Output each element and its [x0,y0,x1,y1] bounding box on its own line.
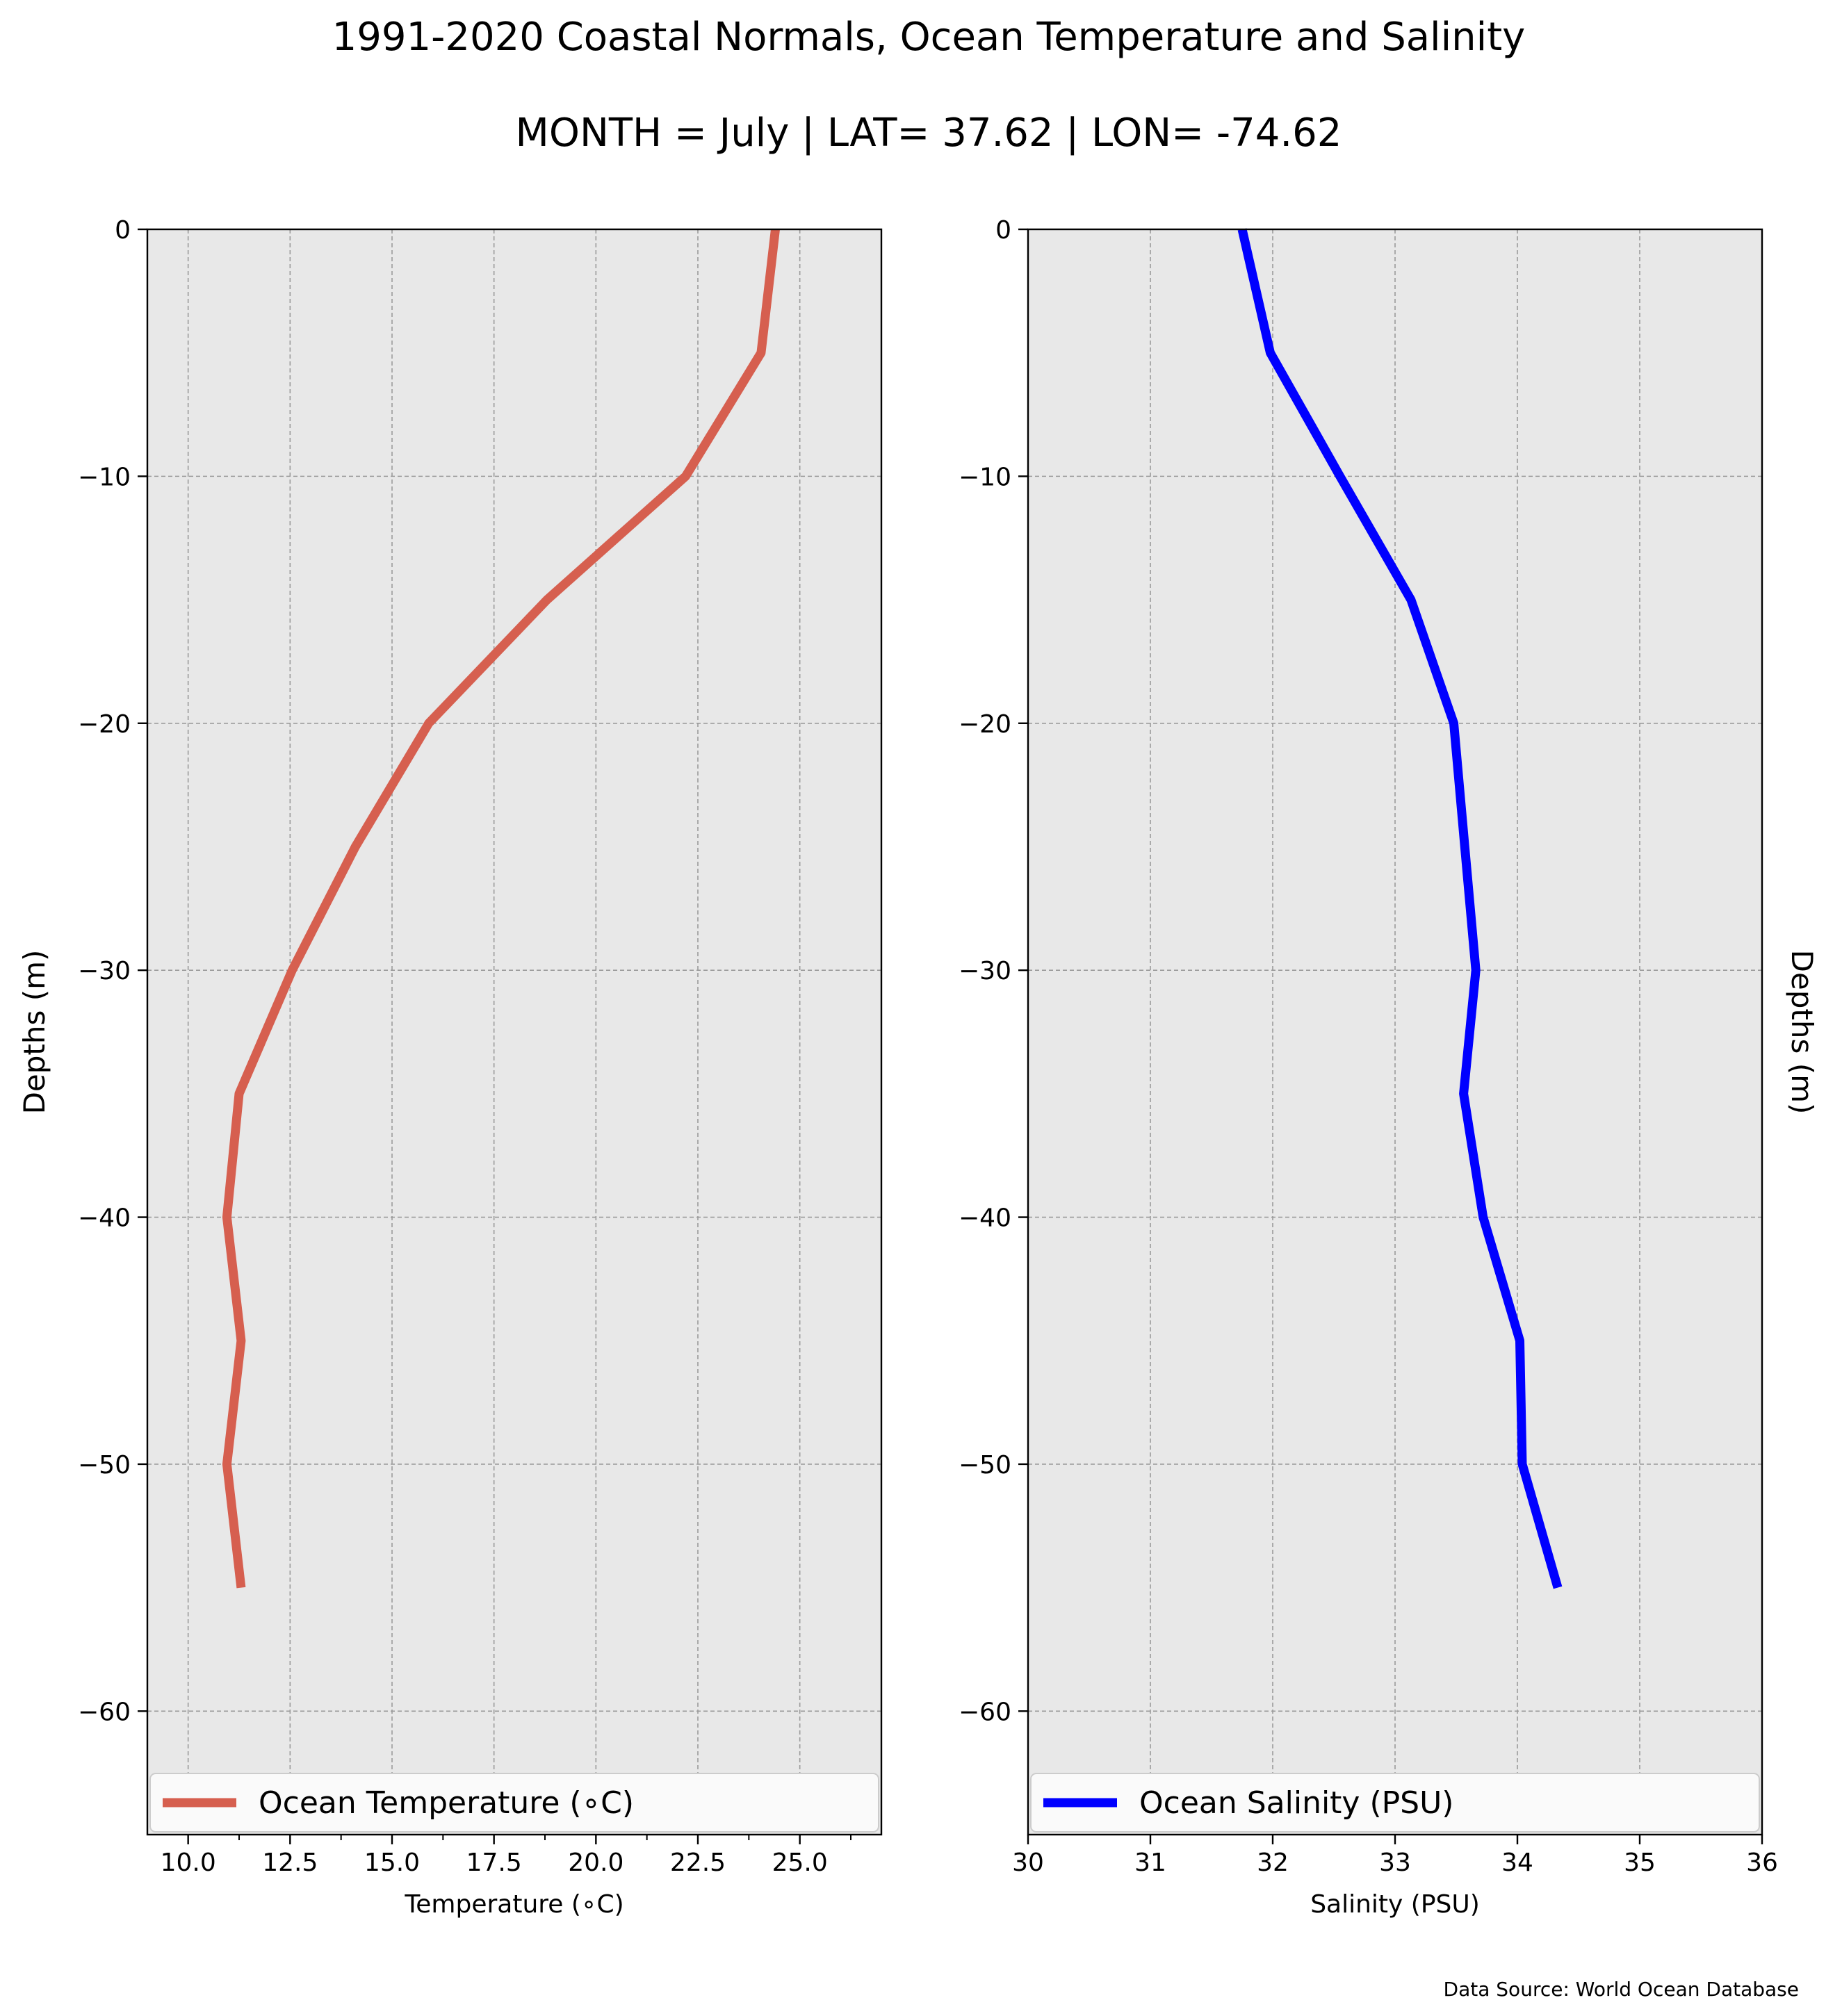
temperature-series-line [222,229,780,1589]
temperature-y-tick-label: −10 [78,463,131,491]
salinity-plot: 30 31 32 33 34 35 36 0 −10 −20 −30 −40 −50 −60 Salinit… [959,216,1819,1919]
salinity-x-tick-label: 31 [1134,1849,1166,1877]
salinity-y-tick-label: −10 [959,463,1011,491]
salinity-legend-label: Ocean Salinity (PSU) [1139,1785,1453,1821]
temperature-x-tick-label: 20.0 [568,1849,623,1877]
figure-title: 1991-2020 Coastal Normals, Ocean Tempera… [332,15,1526,60]
salinity-x-tick-label: 33 [1379,1849,1411,1877]
salinity-legend-box [1030,1773,1760,1833]
temperature-y-tick-label: 0 [115,216,131,245]
temperature-x-tick-label: 17.5 [466,1849,522,1877]
temperature-x-tick-label: 12.5 [262,1849,318,1877]
temperature-y-tick-label: −60 [78,1698,131,1726]
salinity-x-tick-label: 35 [1624,1849,1656,1877]
salinity-y-axis-label: Depths (m) [1785,950,1819,1115]
salinity-series-line [1237,228,1563,1589]
data-source-note: Data Source: World Ocean Database [1444,1978,1799,2001]
figure-subtitle: MONTH = July | LAT= 37.62 | LON= -74.62 [516,110,1342,156]
temperature-legend-box [149,1773,879,1833]
temperature-axes-background [147,229,881,1835]
temperature-axes-frame [146,228,883,1836]
salinity-x-tick-label: 34 [1501,1849,1533,1877]
temperature-x-tick-label: 22.5 [670,1849,726,1877]
temperature-x-axis-label: Temperature (∘C) [404,1890,623,1919]
temperature-x-tick-label: 10.0 [161,1849,216,1877]
salinity-x-tick-label: 30 [1012,1849,1044,1877]
salinity-y-tick-label: −60 [959,1698,1011,1726]
salinity-y-tick-label: −40 [959,1204,1011,1233]
salinity-y-tick-label: −20 [959,710,1011,739]
temperature-y-tick-label: −30 [78,957,131,985]
temperature-x-tick-label: 15.0 [364,1849,420,1877]
temperature-y-tick-label: −20 [78,710,131,739]
salinity-x-tick-label: 36 [1746,1849,1778,1877]
salinity-x-axis-label: Salinity (PSU) [1310,1890,1480,1919]
temperature-plot: 10.0 12.5 15.0 17.5 20.0 22.5 25.0 0 −10 −20 −30 −4… [17,216,883,1919]
temperature-x-tick-label: 25.0 [772,1849,828,1877]
salinity-y-tick-label: −30 [959,957,1011,985]
temperature-y-tick-label: −50 [78,1451,131,1480]
salinity-y-tick-label: 0 [995,216,1011,245]
salinity-x-tick-label: 32 [1257,1849,1289,1877]
salinity-y-tick-label: −50 [959,1451,1011,1480]
temperature-y-tick-label: −40 [78,1204,131,1233]
temperature-legend-label: Ocean Temperature (∘C) [259,1785,634,1821]
temperature-y-axis-label: Depths (m) [17,950,51,1115]
